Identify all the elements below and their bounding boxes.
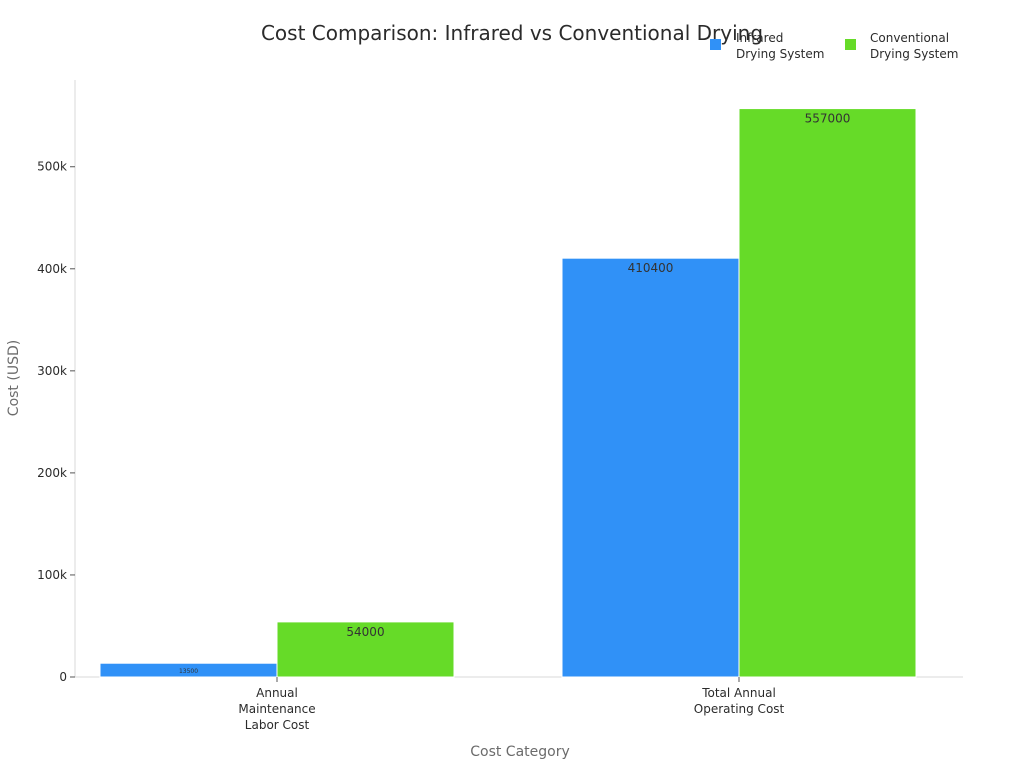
legend-label: Infrared Drying System (736, 31, 824, 61)
y-axis-title: Cost (USD) (6, 340, 22, 416)
bar (561, 257, 740, 678)
bar (276, 621, 455, 678)
data-label: 557000 (805, 112, 851, 126)
y-tick-label: 300k (37, 364, 67, 378)
chart-title: Cost Comparison: Infrared vs Conventiona… (261, 21, 763, 45)
y-axis-ticks: 0 100k 200k 300k 400k 500k (37, 160, 75, 684)
y-tick-label: 200k (37, 466, 67, 480)
legend-swatch (845, 39, 856, 50)
bar (738, 108, 917, 678)
legend-label: Conventional Drying System (870, 31, 958, 61)
x-tick-label: Total Annual Operating Cost (694, 686, 785, 716)
data-label: 13500 (179, 668, 198, 675)
y-tick-label: 0 (59, 670, 67, 684)
x-tick-label: Annual Maintenance Labor Cost (238, 686, 315, 732)
bars: 13500 54000 410400 557000 (99, 108, 917, 678)
legend: Infrared Drying System Conventional Drying … (710, 31, 958, 61)
data-label: 410400 (628, 261, 674, 275)
y-tick-label: 500k (37, 160, 67, 174)
data-label: 54000 (346, 625, 384, 639)
y-tick-label: 400k (37, 262, 67, 276)
x-axis-ticks: Annual Maintenance Labor Cost Total Annual O… (238, 677, 785, 732)
x-axis-title: Cost Category (470, 744, 570, 760)
y-tick-label: 100k (37, 568, 67, 582)
legend-swatch (710, 39, 721, 50)
